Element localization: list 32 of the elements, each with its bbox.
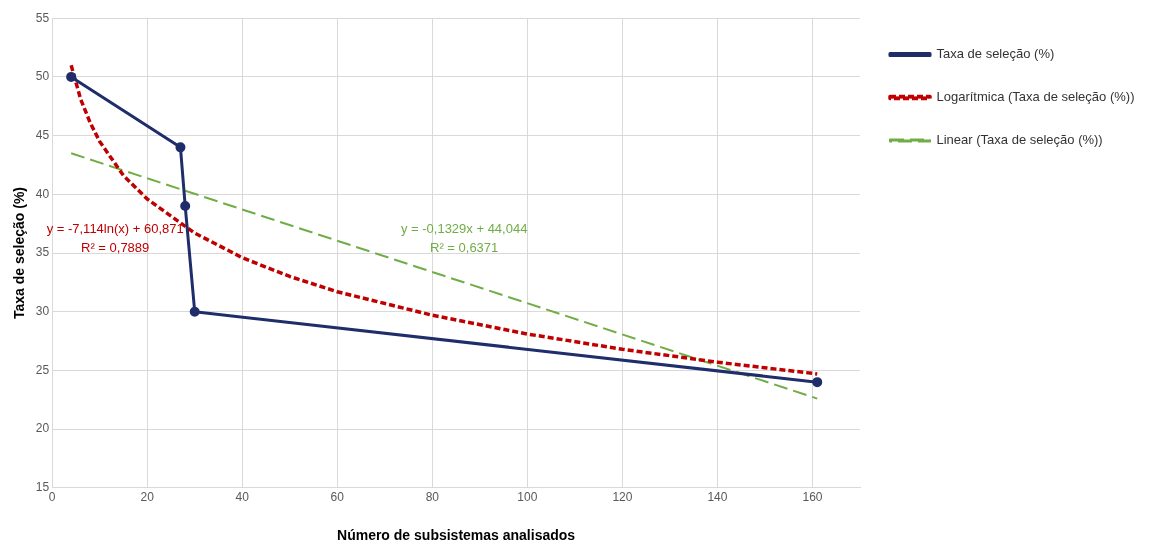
x-tick-label: 140 [707,490,728,505]
y-tick-label: 25 [35,362,50,377]
legend-label: Logarítmica (Taxa de seleção (%)) [936,89,1135,105]
annotation: R² = 0,7889 [81,239,150,255]
x-tick-label: 40 [235,490,250,505]
y-tick-label: 35 [35,245,50,260]
y-tick-label: 50 [35,69,50,84]
legend-label: Linear (Taxa de seleção (%)) [936,132,1103,148]
x-tick-label: 60 [330,490,345,505]
y-tick-label: 45 [35,127,50,142]
x-tick-label: 120 [612,490,633,505]
point [812,377,823,388]
x-axis-title: Número de subsistemas analisados [337,527,576,544]
x-tick-label: 20 [140,490,155,505]
y-axis-title: Taxa de seleção (%) [11,186,28,320]
annotation: y = -7,114ln(x) + 60,871 [46,221,184,237]
annotation: y = -0,1329x + 44,044 [400,221,528,237]
x-tick-label: 160 [802,490,823,505]
y-tick-label: 40 [35,186,50,201]
y-tick-label: 30 [35,304,50,319]
x-tick-label: 0 [48,490,56,505]
point [180,201,191,212]
legend-label: Taxa de seleção (%) [936,46,1055,62]
point [189,306,200,317]
x-tick-label: 100 [517,490,538,505]
x-tick-label: 80 [425,490,440,505]
y-tick-label: 55 [35,10,50,25]
y-tick-label: 15 [35,480,50,495]
y-tick-label: 20 [35,421,50,436]
point [66,71,77,82]
annotation: R² = 0,6371 [430,239,499,255]
point [175,142,186,153]
